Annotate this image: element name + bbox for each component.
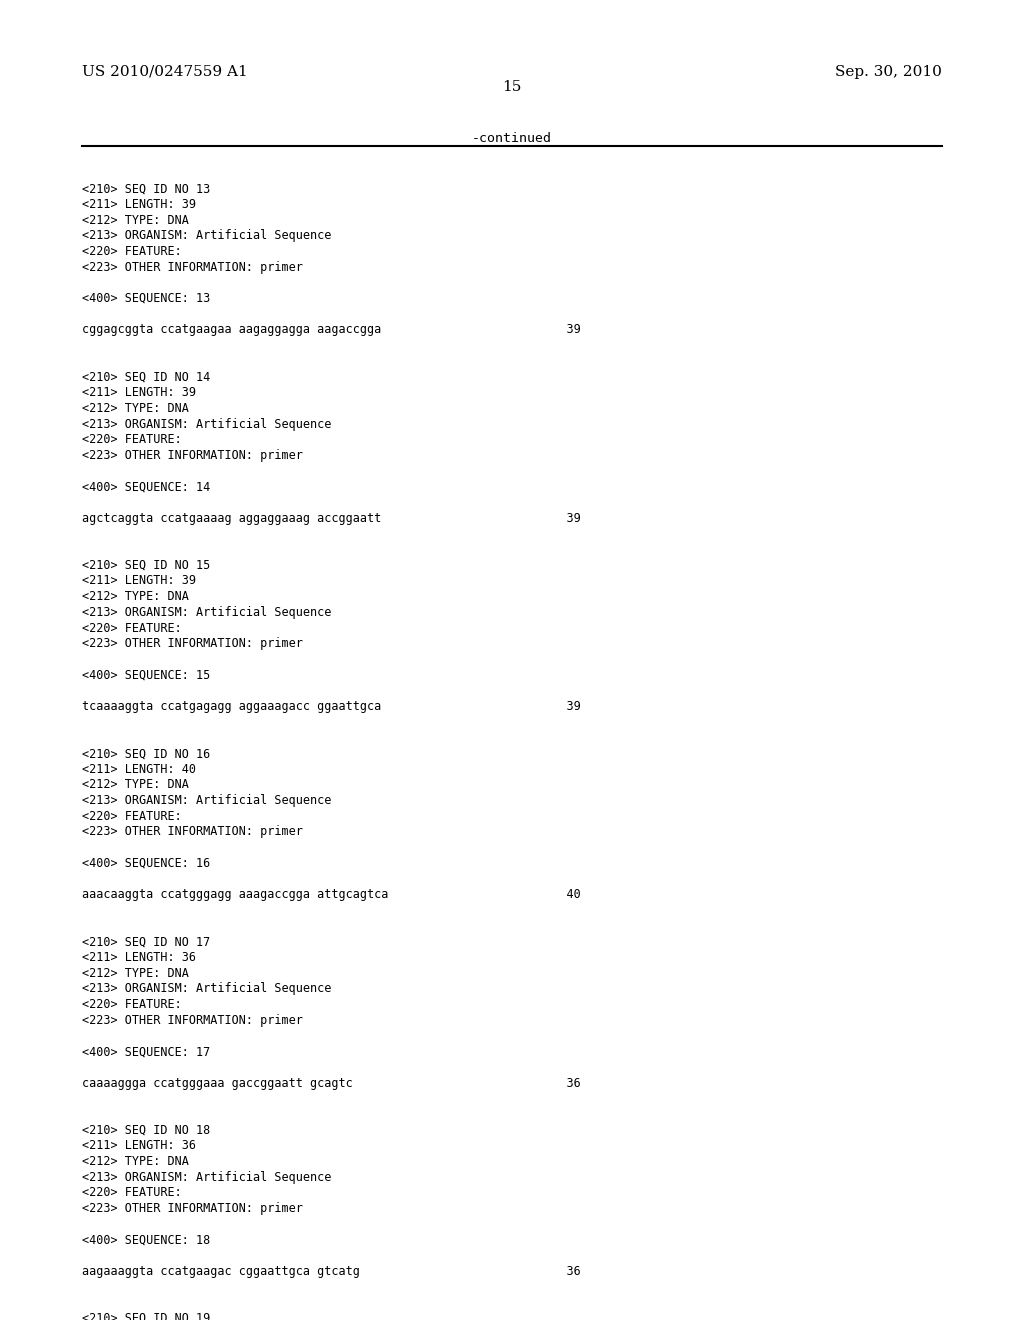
Text: <210> SEQ ID NO 19: <210> SEQ ID NO 19	[82, 1312, 210, 1320]
Text: <213> ORGANISM: Artificial Sequence: <213> ORGANISM: Artificial Sequence	[82, 982, 332, 995]
Text: <212> TYPE: DNA: <212> TYPE: DNA	[82, 779, 188, 792]
Text: <213> ORGANISM: Artificial Sequence: <213> ORGANISM: Artificial Sequence	[82, 417, 332, 430]
Text: -continued: -continued	[472, 132, 552, 145]
Text: <223> OTHER INFORMATION: primer: <223> OTHER INFORMATION: primer	[82, 1203, 303, 1216]
Text: cggagcggta ccatgaagaa aagaggagga aagaccgga                          39: cggagcggta ccatgaagaa aagaggagga aagaccg…	[82, 323, 581, 337]
Text: <220> FEATURE:: <220> FEATURE:	[82, 1187, 181, 1200]
Text: <220> FEATURE:: <220> FEATURE:	[82, 809, 181, 822]
Text: tcaaaaggta ccatgagagg aggaaagacc ggaattgca                          39: tcaaaaggta ccatgagagg aggaaagacc ggaattg…	[82, 700, 581, 713]
Text: <212> TYPE: DNA: <212> TYPE: DNA	[82, 214, 188, 227]
Text: aagaaaggta ccatgaagac cggaattgca gtcatg                             36: aagaaaggta ccatgaagac cggaattgca gtcatg …	[82, 1265, 581, 1278]
Text: <210> SEQ ID NO 14: <210> SEQ ID NO 14	[82, 371, 210, 384]
Text: <212> TYPE: DNA: <212> TYPE: DNA	[82, 966, 188, 979]
Text: 15: 15	[503, 81, 521, 94]
Text: <400> SEQUENCE: 18: <400> SEQUENCE: 18	[82, 1233, 210, 1246]
Text: <213> ORGANISM: Artificial Sequence: <213> ORGANISM: Artificial Sequence	[82, 230, 332, 243]
Text: <210> SEQ ID NO 13: <210> SEQ ID NO 13	[82, 182, 210, 195]
Text: aaacaaggta ccatgggagg aaagaccgga attgcagtca                         40: aaacaaggta ccatgggagg aaagaccgga attgcag…	[82, 888, 581, 902]
Text: <210> SEQ ID NO 18: <210> SEQ ID NO 18	[82, 1123, 210, 1137]
Text: agctcaggta ccatgaaaag aggaggaaag accggaatt                          39: agctcaggta ccatgaaaag aggaggaaag accggaa…	[82, 512, 581, 524]
Text: <211> LENGTH: 36: <211> LENGTH: 36	[82, 950, 196, 964]
Text: <400> SEQUENCE: 13: <400> SEQUENCE: 13	[82, 292, 210, 305]
Text: <211> LENGTH: 36: <211> LENGTH: 36	[82, 1139, 196, 1152]
Text: <213> ORGANISM: Artificial Sequence: <213> ORGANISM: Artificial Sequence	[82, 795, 332, 807]
Text: <223> OTHER INFORMATION: primer: <223> OTHER INFORMATION: primer	[82, 1014, 303, 1027]
Text: <211> LENGTH: 39: <211> LENGTH: 39	[82, 387, 196, 399]
Text: <211> LENGTH: 39: <211> LENGTH: 39	[82, 198, 196, 211]
Text: <223> OTHER INFORMATION: primer: <223> OTHER INFORMATION: primer	[82, 449, 303, 462]
Text: <223> OTHER INFORMATION: primer: <223> OTHER INFORMATION: primer	[82, 825, 303, 838]
Text: <210> SEQ ID NO 17: <210> SEQ ID NO 17	[82, 936, 210, 948]
Text: US 2010/0247559 A1: US 2010/0247559 A1	[82, 65, 248, 79]
Text: <400> SEQUENCE: 15: <400> SEQUENCE: 15	[82, 669, 210, 681]
Text: <213> ORGANISM: Artificial Sequence: <213> ORGANISM: Artificial Sequence	[82, 606, 332, 619]
Text: <210> SEQ ID NO 15: <210> SEQ ID NO 15	[82, 558, 210, 572]
Text: <212> TYPE: DNA: <212> TYPE: DNA	[82, 1155, 188, 1168]
Text: <223> OTHER INFORMATION: primer: <223> OTHER INFORMATION: primer	[82, 260, 303, 273]
Text: <220> FEATURE:: <220> FEATURE:	[82, 246, 181, 257]
Text: <210> SEQ ID NO 16: <210> SEQ ID NO 16	[82, 747, 210, 760]
Text: <220> FEATURE:: <220> FEATURE:	[82, 433, 181, 446]
Text: <220> FEATURE:: <220> FEATURE:	[82, 998, 181, 1011]
Text: <211> LENGTH: 40: <211> LENGTH: 40	[82, 763, 196, 776]
Text: <212> TYPE: DNA: <212> TYPE: DNA	[82, 401, 188, 414]
Text: <400> SEQUENCE: 17: <400> SEQUENCE: 17	[82, 1045, 210, 1059]
Text: <400> SEQUENCE: 16: <400> SEQUENCE: 16	[82, 857, 210, 870]
Text: <220> FEATURE:: <220> FEATURE:	[82, 622, 181, 635]
Text: Sep. 30, 2010: Sep. 30, 2010	[836, 65, 942, 79]
Text: caaaaggga ccatgggaaa gaccggaatt gcagtc                              36: caaaaggga ccatgggaaa gaccggaatt gcagtc 3…	[82, 1077, 581, 1089]
Text: <212> TYPE: DNA: <212> TYPE: DNA	[82, 590, 188, 603]
Text: <400> SEQUENCE: 14: <400> SEQUENCE: 14	[82, 480, 210, 494]
Text: <211> LENGTH: 39: <211> LENGTH: 39	[82, 574, 196, 587]
Text: <223> OTHER INFORMATION: primer: <223> OTHER INFORMATION: primer	[82, 638, 303, 651]
Text: <213> ORGANISM: Artificial Sequence: <213> ORGANISM: Artificial Sequence	[82, 1171, 332, 1184]
